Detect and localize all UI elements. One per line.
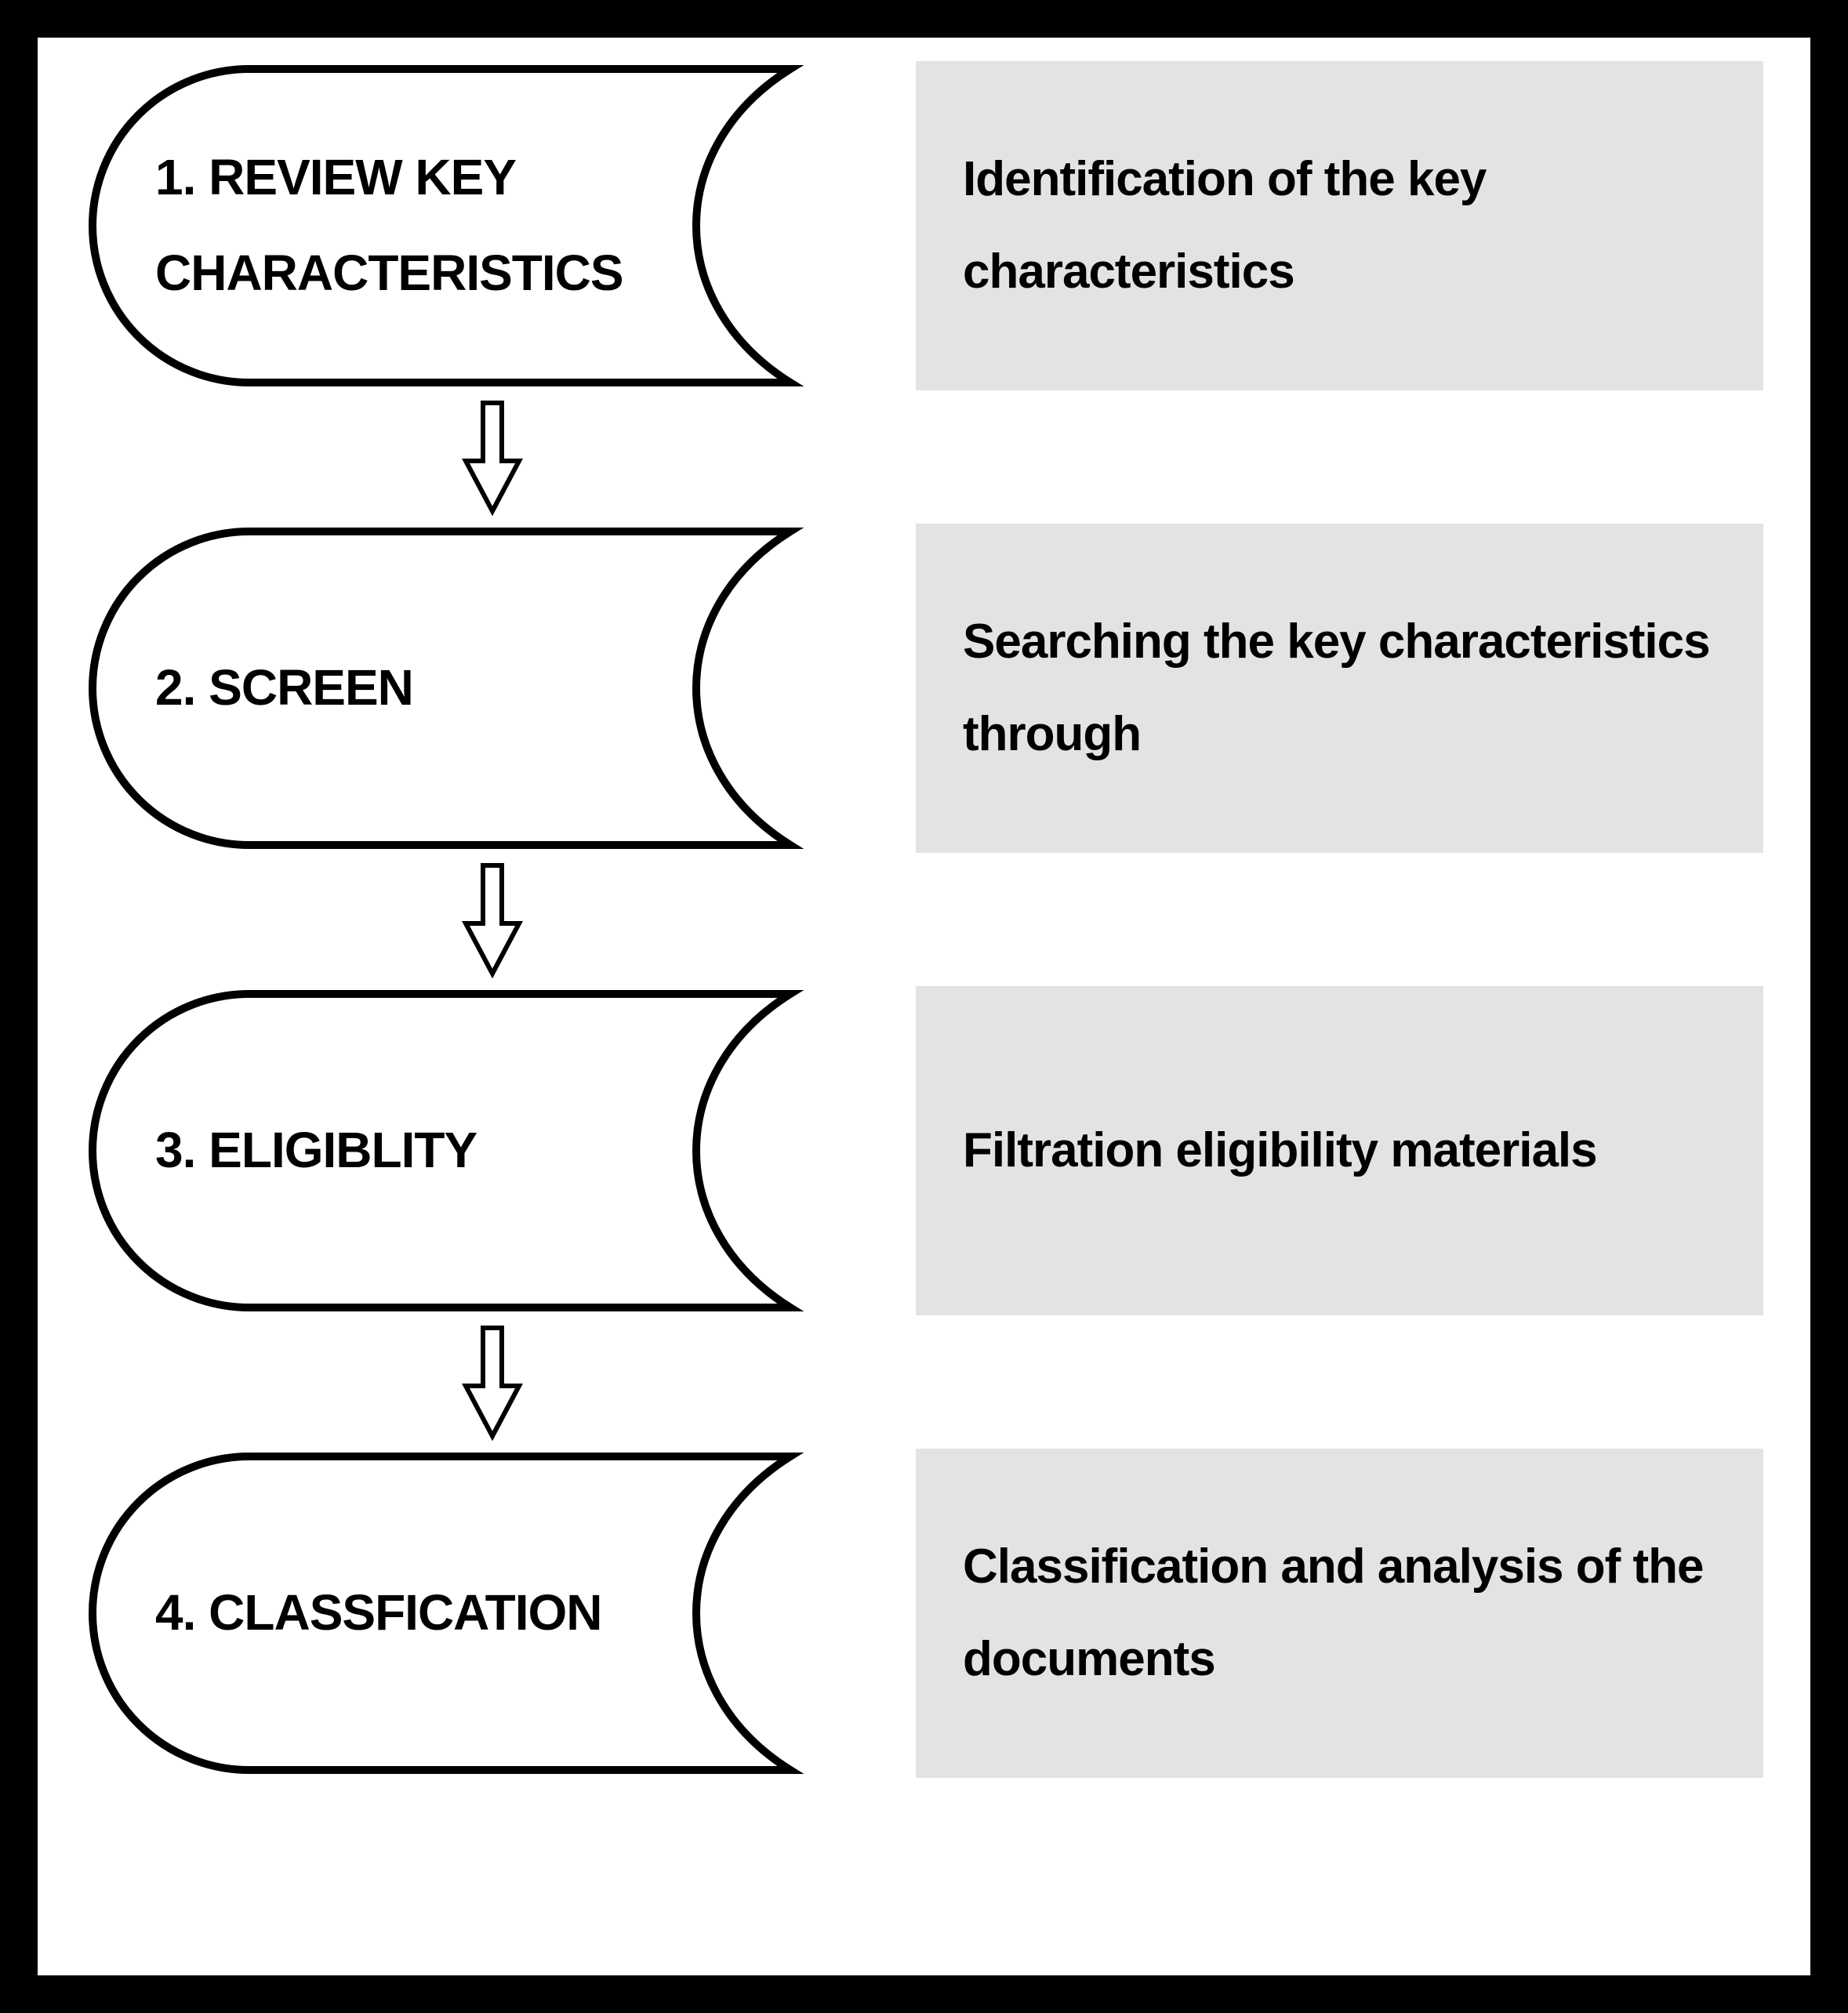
step-label-2: 2. SCREEN	[85, 524, 884, 853]
step-label-1: 1. REVIEW KEY CHARACTERISTICS	[85, 61, 884, 390]
down-arrow-icon	[461, 861, 524, 978]
step-shape-2: 2. SCREEN	[85, 524, 884, 853]
desc-box-4: Classification and analysis of the docum…	[916, 1449, 1763, 1778]
desc-text-1: Identification of the key characteristic…	[963, 133, 1716, 318]
step-label-3: 3. ELIGIBLITY	[85, 986, 884, 1315]
step-shape-4: 4. CLASSFICATION	[85, 1449, 884, 1778]
step-row-3: 3. ELIGIBLITY Filtration eligibility mat…	[85, 986, 1763, 1315]
step-title-3: 3. ELIGIBLITY	[155, 1103, 477, 1199]
arrow-3	[85, 1315, 1763, 1449]
step-shape-1: 1. REVIEW KEY CHARACTERISTICS	[85, 61, 884, 390]
desc-text-2: Searching the key characteristics throug…	[963, 596, 1716, 781]
arrow-1	[85, 390, 1763, 524]
step-shape-3: 3. ELIGIBLITY	[85, 986, 884, 1315]
desc-text-4: Classification and analysis of the docum…	[963, 1521, 1716, 1706]
desc-box-2: Searching the key characteristics throug…	[916, 524, 1763, 853]
step-row-1: 1. REVIEW KEY CHARACTERISTICS Identifica…	[85, 61, 1763, 390]
arrow-2	[85, 853, 1763, 986]
step-title-2: 2. SCREEN	[155, 640, 413, 736]
step-row-2: 2. SCREEN Searching the key characterist…	[85, 524, 1763, 853]
step-row-4: 4. CLASSFICATION Classification and anal…	[85, 1449, 1763, 1778]
diagram-frame: 1. REVIEW KEY CHARACTERISTICS Identifica…	[0, 0, 1848, 2013]
step-title-1: 1. REVIEW KEY CHARACTERISTICS	[155, 130, 790, 321]
step-title-4: 4. CLASSFICATION	[155, 1565, 602, 1661]
down-arrow-icon	[461, 1323, 524, 1441]
desc-text-3: Filtration eligibility materials	[963, 1104, 1597, 1197]
step-label-4: 4. CLASSFICATION	[85, 1449, 884, 1778]
diagram-inner: 1. REVIEW KEY CHARACTERISTICS Identifica…	[38, 38, 1810, 1975]
desc-box-1: Identification of the key characteristic…	[916, 61, 1763, 390]
desc-box-3: Filtration eligibility materials	[916, 986, 1763, 1315]
down-arrow-icon	[461, 398, 524, 516]
